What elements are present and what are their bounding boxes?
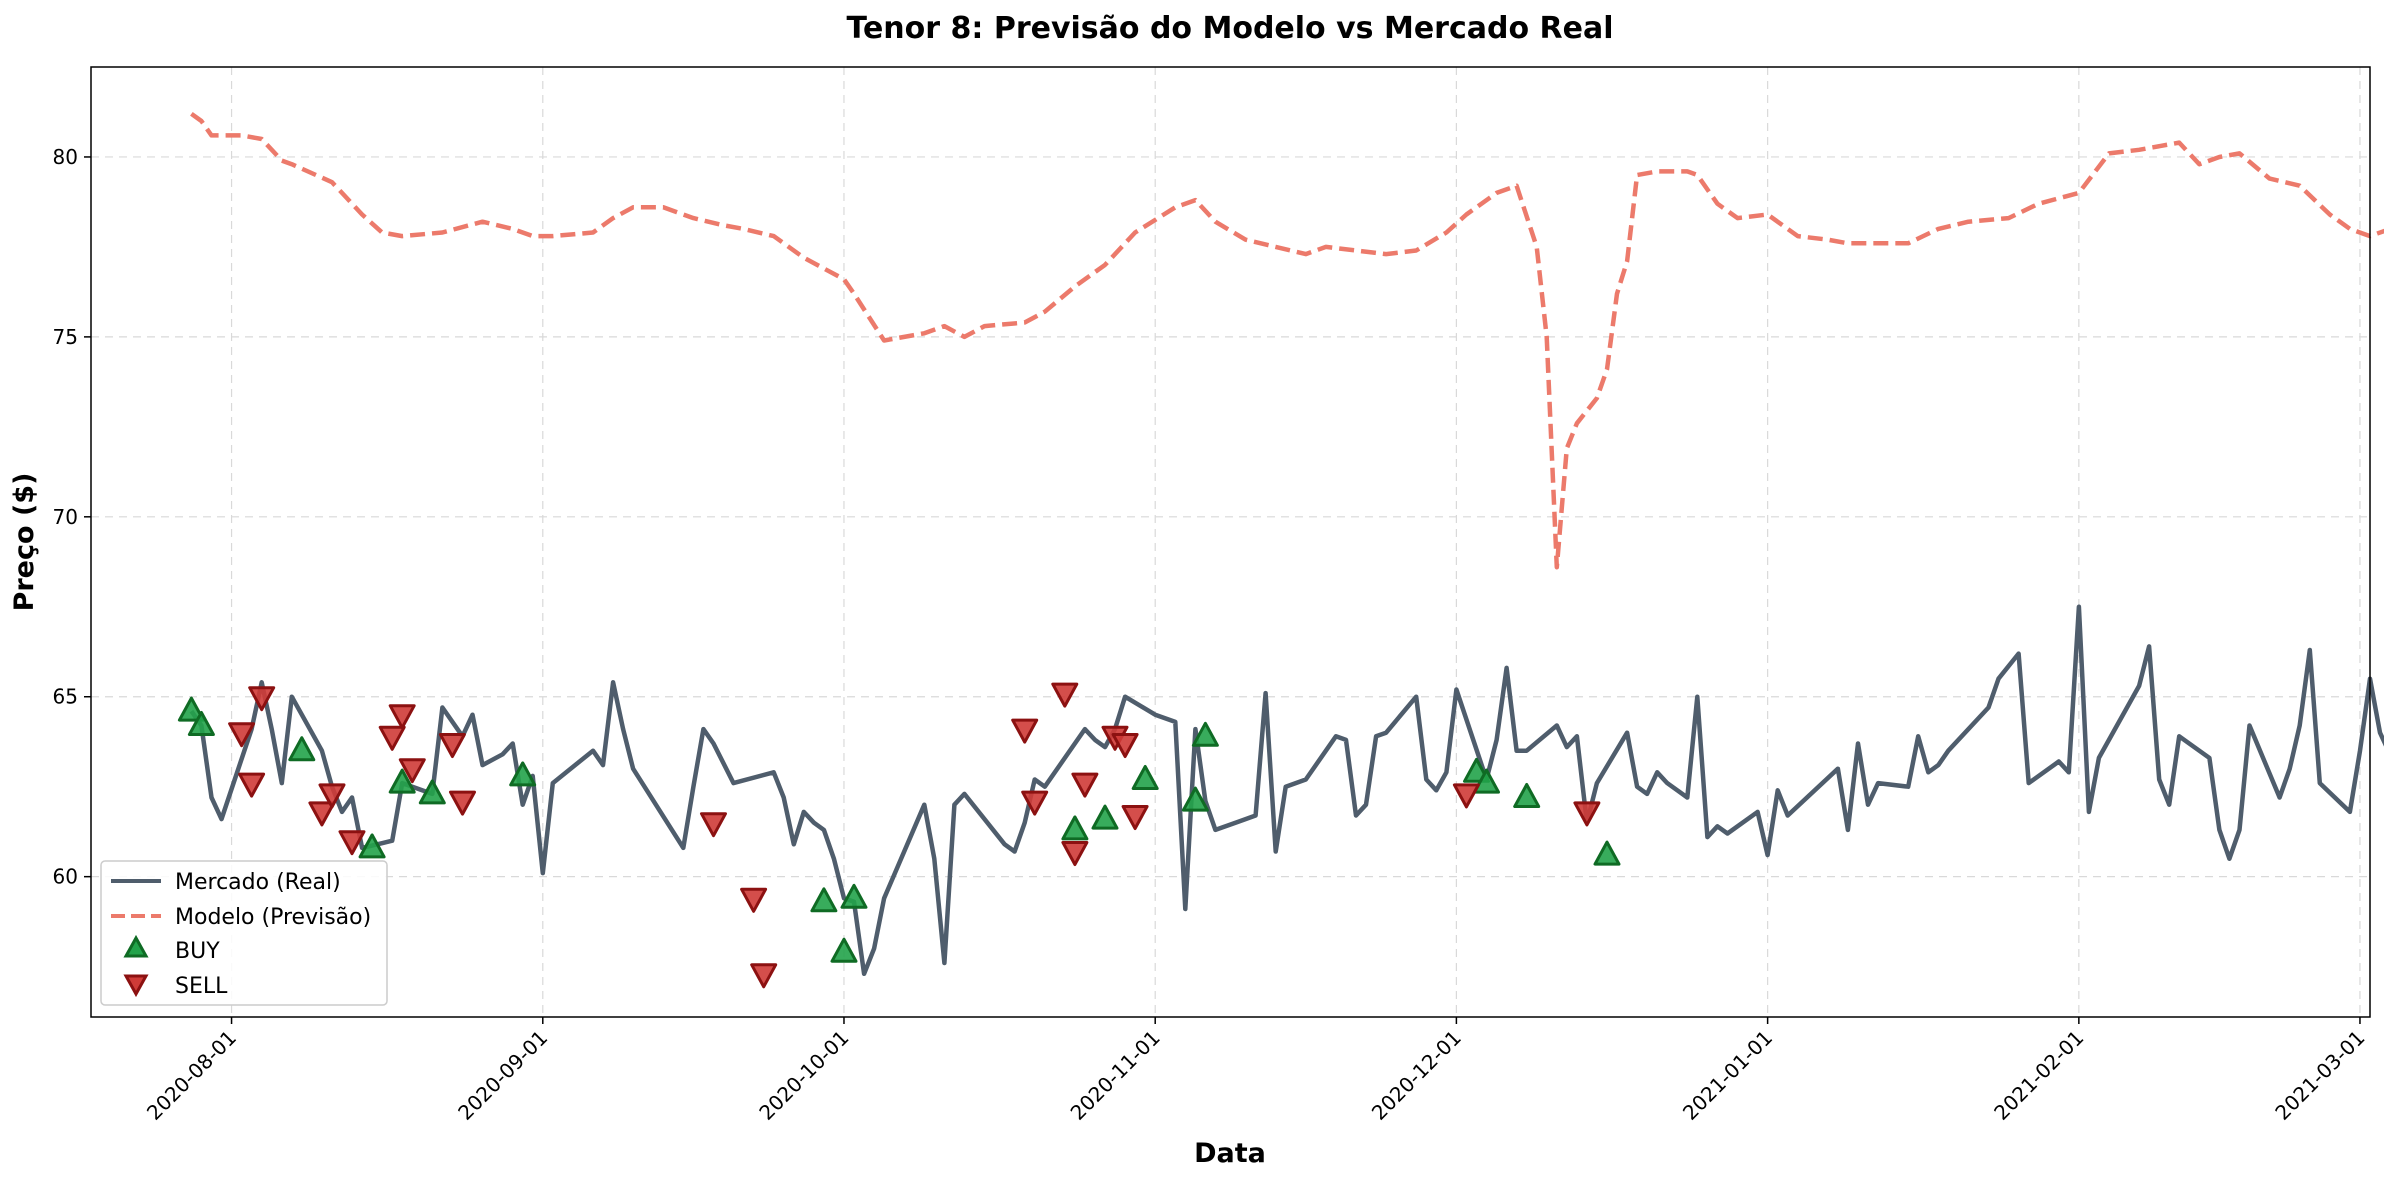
legend-model-label: Modelo (Previsão) [175, 905, 371, 930]
chart-title: Tenor 8: Previsão do Modelo vs Mercado R… [846, 11, 1613, 46]
x-tick-label: 2021-02-01 [1989, 1026, 2088, 1125]
buy-marker [1181, 786, 1209, 812]
buy-marker [1131, 765, 1159, 790]
sell-marker [318, 783, 346, 809]
sell-marker [1011, 718, 1039, 744]
plot-series [177, 111, 2384, 989]
buy-marker [1593, 840, 1621, 866]
x-axis-label: Data [1194, 1138, 1266, 1169]
y-tick-label: 80 [53, 145, 78, 169]
sell-marker [449, 790, 476, 816]
legend-sell-label: SELL [175, 974, 228, 999]
y-tick-label: 65 [53, 685, 78, 709]
buy-marker [1091, 804, 1119, 830]
legend-box [100, 860, 388, 1006]
sell-marker [1051, 682, 1079, 708]
sell-marker [1071, 772, 1099, 798]
buy-marker [509, 761, 537, 787]
legend-sell-swatch [123, 974, 149, 998]
y-tick-label: 70 [53, 505, 78, 529]
sell-marker [700, 812, 727, 838]
sell-marker [1021, 790, 1049, 816]
market-price-line [189, 604, 2384, 977]
buy-marker [1061, 815, 1089, 841]
sell-marker [1452, 783, 1480, 809]
buy-marker [388, 768, 416, 794]
x-tick-label: 2020-11-01 [1066, 1026, 1165, 1125]
sell-marker [1111, 733, 1139, 758]
x-tick-label: 2020-08-01 [142, 1026, 241, 1125]
legend: Mercado (Real) Modelo (Previsão) BUY SEL… [100, 860, 388, 1006]
legend-buy-label: BUY [175, 939, 220, 964]
x-tick-label: 2020-12-01 [1367, 1026, 1466, 1125]
buy-marker [1473, 768, 1500, 794]
legend-buy-swatch [123, 934, 149, 958]
buy-marker [810, 887, 838, 913]
sell-marker [1061, 841, 1089, 866]
legend-market-label: Mercado (Real) [175, 870, 341, 895]
sell-marker [308, 801, 336, 827]
buy-marker [830, 937, 858, 963]
y-axis-label: Preço ($) [9, 473, 40, 612]
model-forecast-line [190, 111, 2384, 570]
x-tick-label: 2020-09-01 [453, 1026, 552, 1125]
y-axis: 60 65 70 75 80 [53, 145, 91, 889]
sell-marker [1573, 801, 1601, 827]
sell-marker [238, 772, 266, 798]
x-tick-label: 2020-10-01 [754, 1026, 853, 1125]
sell-marker [750, 963, 778, 989]
sell-marker [740, 887, 768, 913]
sell-marker [1121, 805, 1149, 830]
sell-marker [248, 686, 276, 712]
sell-marker [388, 704, 416, 730]
buy-marker [187, 711, 215, 736]
x-axis: 2020-08-01 2020-09-01 2020-10-01 2020-11-01… [142, 1017, 2369, 1125]
buy-marker [177, 696, 205, 722]
sell-marker [338, 830, 366, 856]
buy-marker [288, 736, 316, 762]
x-tick-label: 2021-01-01 [1678, 1026, 1777, 1125]
buy-marker [418, 779, 446, 805]
sell-marker [438, 733, 466, 758]
sell-marker [398, 758, 426, 784]
plot-frame [90, 66, 2371, 1018]
y-tick-label: 60 [53, 865, 78, 889]
buy-marker [840, 883, 868, 909]
buy-marker [1191, 721, 1219, 747]
buy-marker [1513, 783, 1541, 808]
y-tick-label: 75 [53, 325, 78, 349]
buy-marker [358, 833, 386, 859]
sell-marker [378, 725, 406, 751]
x-tick-label: 2021-03-01 [2270, 1026, 2369, 1125]
sell-marker [228, 722, 256, 748]
